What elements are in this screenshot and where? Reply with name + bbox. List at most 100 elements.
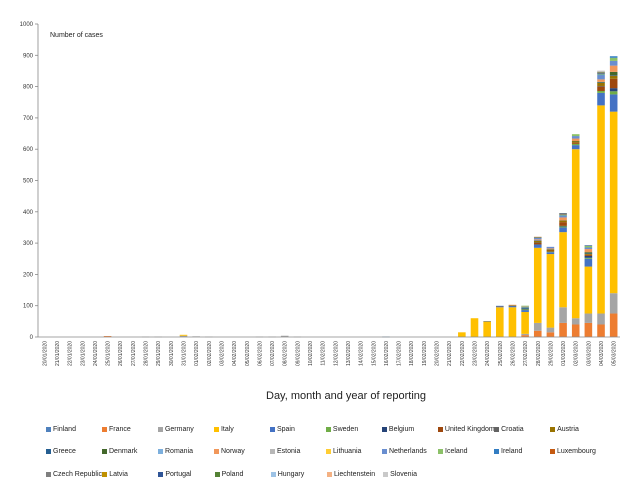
bar-segment (533, 240, 542, 241)
legend-label: Slovenia (390, 470, 417, 478)
bar-segment (584, 245, 593, 248)
x-tick-label: 22/02/2020 (460, 341, 466, 366)
x-tick-label: 20/01/2020 (42, 341, 48, 366)
legend-label: Sweden (332, 425, 359, 433)
legend-swatch (382, 449, 387, 455)
bar-segment (584, 266, 593, 314)
bar-segment (533, 244, 542, 245)
y-tick-label: 900 (23, 53, 34, 59)
bar-segment (609, 293, 618, 314)
legend-item: Ireland (494, 448, 550, 455)
bar-segment (533, 236, 542, 238)
bar-segment (280, 335, 289, 337)
legend-item: Poland (214, 470, 271, 478)
legend-item: Czech Republic (46, 471, 102, 478)
bar-segment (571, 145, 580, 150)
bar-segment (609, 94, 618, 112)
bar-segment (597, 70, 605, 72)
bar-segment (546, 332, 555, 337)
bar-segment (597, 74, 605, 76)
legend-label: Hungary (277, 470, 305, 478)
bar-segment (508, 305, 517, 307)
bar-segment (533, 247, 542, 323)
bar-segment (546, 252, 555, 255)
x-tick-label: 14/02/2020 (359, 341, 365, 366)
x-tick-label: 05/02/2020 (245, 341, 251, 366)
bar-segment (533, 242, 542, 243)
x-axis-label: Day, month and year of reporting (266, 390, 426, 402)
legend-item: Portugal (158, 471, 214, 478)
legend-item: Romania (158, 448, 214, 455)
x-axis: 20/01/2020 21/01/2020 22/01/2020 23/01/2020… (38, 336, 620, 366)
legend-swatch (550, 449, 555, 455)
bar-segment (546, 250, 555, 252)
x-tick-label: 08/02/2020 (283, 341, 289, 366)
legend-swatch (158, 471, 164, 477)
bar-segment (609, 56, 618, 58)
legend-item: Netherlands (382, 448, 438, 455)
legend-item: Latvia (102, 471, 158, 478)
bar-segment (508, 306, 517, 308)
bar-segment (483, 321, 491, 322)
bar-segment (584, 322, 593, 337)
x-tick-label: 27/01/2020 (131, 341, 137, 366)
bar-segment (559, 215, 567, 216)
bar-segment (584, 254, 593, 256)
bar-segment (609, 71, 618, 76)
legend-label: Finland (53, 425, 76, 433)
legend-label: Poland (221, 470, 244, 478)
bar-segment (559, 213, 567, 215)
legend-item: Greece (46, 448, 102, 455)
bar-segment (546, 248, 555, 250)
bar-segment (508, 304, 517, 306)
legend-item: Hungary (270, 470, 327, 478)
legend-item: Denmark (102, 448, 158, 455)
bar-segment (521, 311, 529, 334)
legend-label: Lithuania (333, 448, 362, 456)
legend-label: Romania (165, 448, 194, 456)
x-tick-label: 23/01/2020 (80, 341, 86, 366)
legend-row: Czech Republic Latvia Portugal Poland Hungar… (46, 463, 606, 486)
legend-item: Italy (213, 426, 270, 433)
bar-segment (571, 141, 580, 143)
legend-swatch (101, 426, 107, 432)
legend-swatch (326, 449, 331, 455)
x-tick-label: 01/02/2020 (194, 341, 200, 366)
bar-segment (496, 306, 504, 307)
bar-segment (597, 71, 605, 72)
x-tick-label: 11/02/2020 (321, 341, 327, 366)
x-tick-label: 04/02/2020 (232, 341, 238, 366)
bar-segment (470, 318, 479, 337)
x-tick-label: 15/02/2020 (371, 341, 377, 366)
bar-segment (597, 92, 605, 106)
bar-segment (597, 82, 605, 86)
legend-label: Ireland (501, 448, 523, 456)
bar-segment (571, 142, 580, 144)
legend-item: United Kingdom (437, 426, 495, 433)
legend-label: Austria (557, 425, 579, 433)
bar-segment (533, 244, 542, 248)
bar-segment (609, 313, 618, 337)
legend-item: Sweden (325, 425, 382, 433)
x-tick-label: 21/01/2020 (55, 341, 61, 366)
legend-swatch (270, 449, 275, 455)
bar-segment (571, 324, 580, 337)
x-tick-label: 09/02/2020 (295, 341, 301, 366)
bar-segment (584, 252, 593, 254)
legend-swatch (383, 471, 389, 477)
bar-segment (597, 81, 605, 83)
bar-segment (559, 232, 567, 308)
legend-swatch (214, 449, 219, 455)
bar-segment (597, 82, 605, 83)
bar-segment (597, 86, 605, 91)
x-tick-label: 01/03/2020 (561, 341, 567, 366)
y-tick-label: 200 (23, 272, 34, 278)
bar-segment (521, 309, 529, 311)
legend-swatch (46, 426, 51, 432)
y-tick-label: 700 (23, 116, 34, 122)
bar-segment (508, 305, 517, 306)
y-tick-label: 0 (30, 335, 34, 341)
bar-segment (597, 72, 605, 73)
bar-segment (597, 72, 605, 74)
legend-item: Austria (550, 426, 606, 433)
